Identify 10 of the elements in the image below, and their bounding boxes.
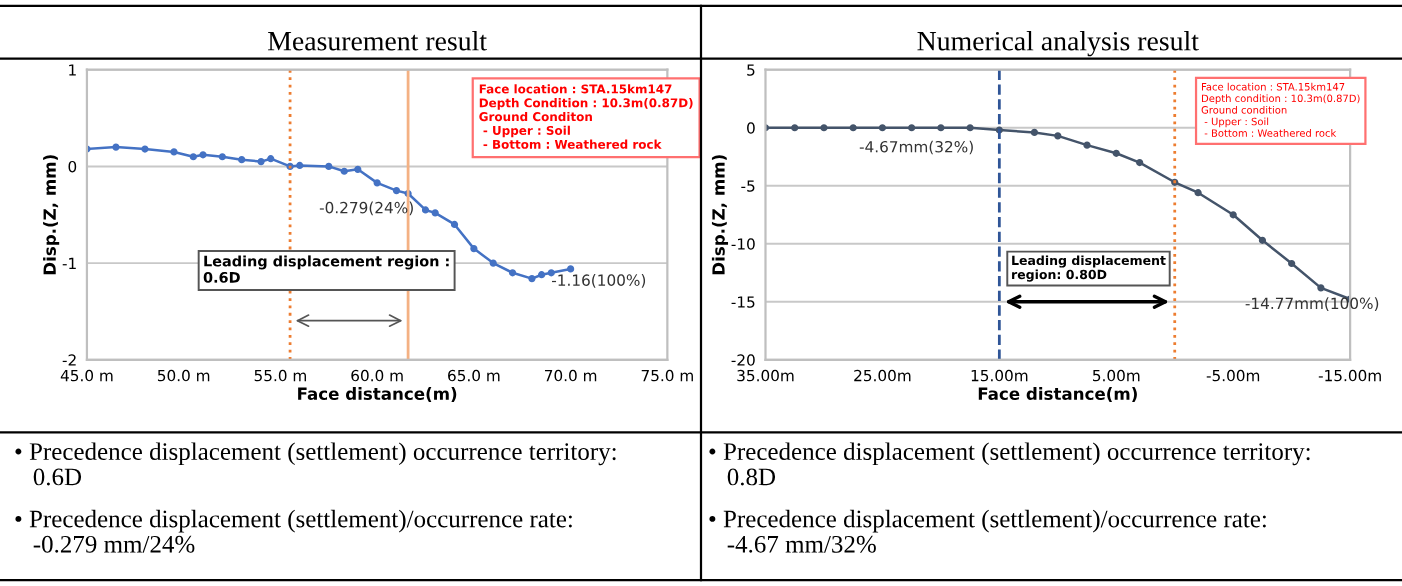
text: • Precedence displacement (settlement)/occurrence rate: -4.67 mm/32% — [709, 509, 1266, 553]
text: • Precedence displacement (settlement)/occurrence rate: -0.279 mm/24% — [15, 509, 572, 553]
chart-title: Measurement result — [268, 31, 487, 51]
x-axis-title: Face distance(m) — [978, 387, 1137, 402]
text: • Precedence displacement (settlement) occurrence territory: 0.8D — [709, 442, 1310, 486]
text: • Precedence displacement (settlement) occurrence territory: 0.6D — [15, 442, 616, 486]
chart-title: Numerical analysis result — [917, 31, 1199, 57]
y-axis-title: Disp.(Z, mm) — [43, 155, 60, 275]
x-axis-title: Face distance(m) — [298, 387, 457, 402]
y-axis-title: Disp.(Z, mm) — [711, 155, 729, 275]
